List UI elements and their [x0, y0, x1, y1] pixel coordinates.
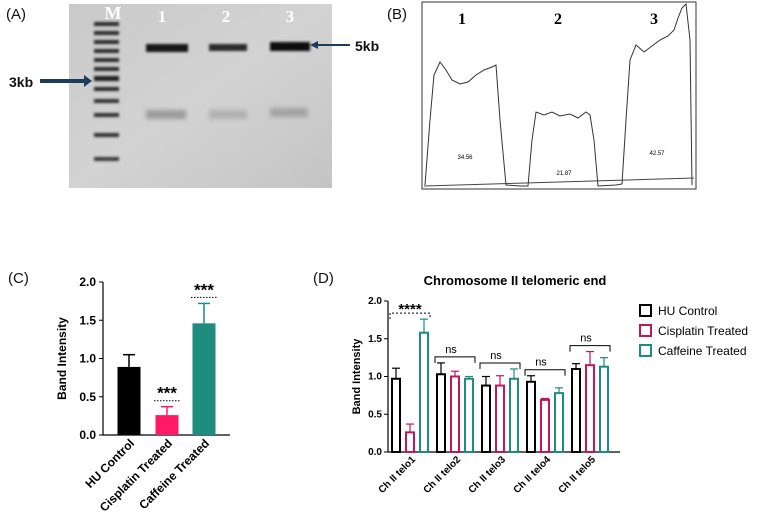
legend-swatch [639, 324, 652, 337]
ladder-lane [94, 22, 119, 161]
y-tick-label: 0.0 [368, 447, 382, 458]
lane-label-3: 3 [286, 7, 295, 26]
lane-1-bands [146, 44, 188, 119]
y-axis-label: Band Intensity [351, 338, 363, 415]
peak-value-1: 34.56 [457, 155, 473, 161]
lane-label-2: 2 [222, 7, 231, 26]
peak-value-2: 21.87 [556, 171, 572, 177]
panel-d-label: (D) [313, 270, 334, 287]
panel-a-label: (A) [6, 6, 26, 23]
bar-cisplatin-treated [585, 364, 595, 453]
bar-caffeine-treated [509, 377, 519, 453]
significance-bracket [569, 345, 611, 352]
bar-caffeine-treated [554, 392, 564, 453]
x-tick-label: Ch II telo5 [557, 454, 599, 496]
bar-hu-control [481, 384, 491, 453]
lane-label-m: M [105, 3, 122, 23]
y-tick-label: 1.0 [368, 372, 382, 383]
lane-2-bands [209, 44, 247, 119]
baseline [423, 177, 695, 187]
marker-5kb-label: 5kb [355, 38, 379, 54]
y-tick-label: 0.5 [368, 409, 382, 420]
densitometry-frame [421, 1, 697, 190]
arrow-5kb-icon [310, 41, 350, 49]
bar-cisplatin-treated [155, 415, 179, 435]
lane-label-1: 1 [158, 7, 167, 26]
y-tick-label: 1.0 [79, 352, 96, 366]
bar-caffeine-treated [599, 365, 609, 453]
peak-label-2: 2 [554, 11, 562, 28]
significance-ns: ns [490, 350, 502, 362]
panel-b-label: (B) [387, 6, 407, 23]
y-tick-label: 2.0 [79, 275, 96, 289]
peak-value-3: 42.57 [649, 151, 665, 157]
y-tick-label: 2.0 [368, 296, 382, 307]
significance-ns: ns [445, 344, 457, 356]
significance-ns: ns [535, 357, 547, 369]
bar-caffeine-treated [192, 323, 216, 435]
x-tick-label: Caffeine Treated [136, 436, 212, 512]
densitometry-trace [424, 2, 693, 187]
bar-cisplatin-treated [495, 384, 505, 453]
bar-caffeine-treated [419, 331, 429, 453]
significance-stars: *** [194, 280, 214, 299]
lane-3-bands [270, 42, 310, 117]
marker-3kb-label: 3kb [9, 74, 33, 90]
densitometry-plot: 1 2 3 34.56 21.87 42.57 [421, 1, 697, 190]
bar-hu-control [436, 373, 446, 453]
panel-c-label: (C) [8, 270, 29, 287]
x-tick-label: Ch II telo1 [377, 454, 419, 496]
significance-bracket [434, 356, 476, 363]
y-tick-label: 1.5 [79, 313, 96, 327]
significance-stars: *** [157, 384, 177, 403]
chart-d: Chromosome II telomeric end 0.0 0.5 1.0 1.5 2… [351, 273, 748, 496]
y-tick-label: 0.5 [79, 390, 96, 404]
significance-ns: ns [580, 333, 592, 345]
significance-bracket [479, 362, 521, 369]
chart-title: Chromosome II telomeric end [424, 273, 607, 288]
peak-label-3: 3 [650, 11, 658, 28]
gel-image: M 1 2 3 3kb 5kb [9, 3, 379, 188]
legend-swatch [639, 304, 652, 317]
y-axis-label: Band Intensity [55, 317, 69, 400]
legend-label: HU Control [658, 304, 717, 318]
bar-hu-control [117, 366, 141, 435]
arrow-3kb-icon [40, 75, 92, 87]
legend-label: Caffeine Treated [658, 344, 747, 358]
x-tick-label: Ch II telo4 [512, 454, 554, 496]
bar-cisplatin-treated [450, 375, 460, 453]
y-tick-label: 1.5 [368, 334, 382, 345]
significance-bracket [524, 369, 566, 376]
significance-stars: **** [398, 301, 422, 318]
bar-hu-control [526, 380, 536, 453]
bar-cisplatin-treated [405, 431, 415, 453]
bar-hu-control [391, 377, 401, 453]
bar-cisplatin-treated [540, 398, 550, 453]
legend-label: Cisplatin Treated [658, 324, 748, 338]
x-tick-label: Ch II telo3 [467, 454, 509, 496]
significance-bracket [389, 312, 431, 320]
x-tick-label: Ch II telo2 [422, 454, 464, 496]
legend-swatch [639, 344, 652, 357]
bar-caffeine-treated [464, 377, 474, 453]
peak-label-1: 1 [458, 11, 466, 28]
y-tick-label: 0.0 [79, 428, 96, 442]
bar-hu-control [571, 367, 581, 453]
